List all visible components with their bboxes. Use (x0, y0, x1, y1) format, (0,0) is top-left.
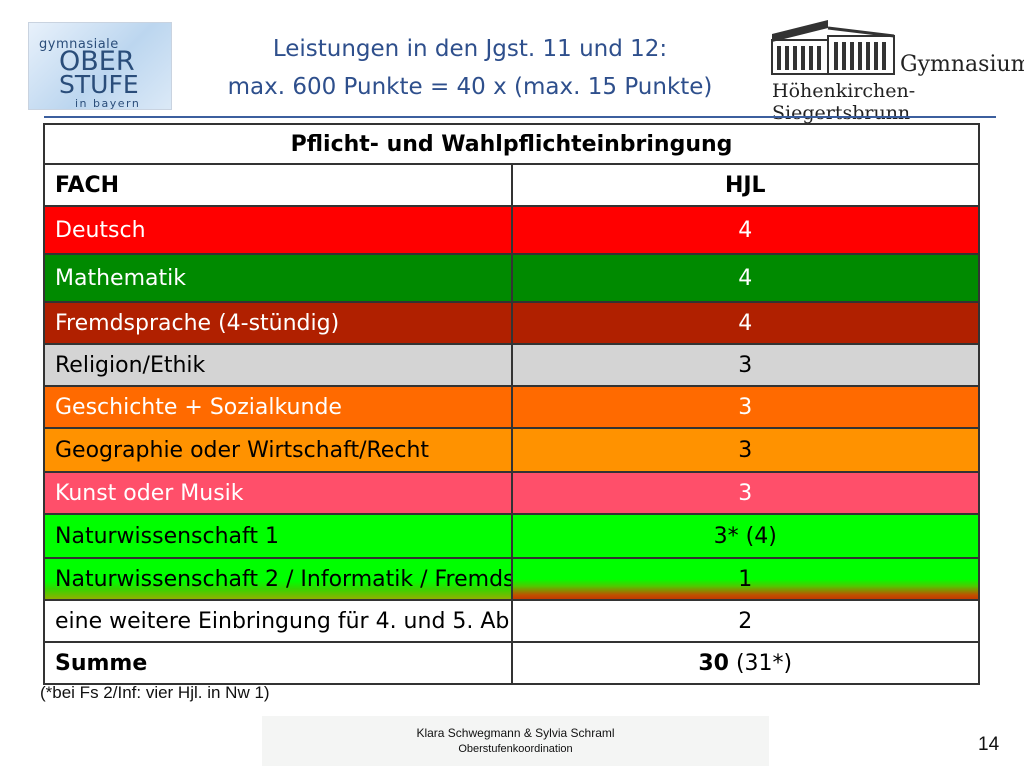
table-caption-row: Pflicht- und Wahlpflichteinbringung (43, 123, 980, 165)
hjl-cell: 3 (510, 343, 980, 387)
oberstufe-logo: gymnasiale OBER STUFE in bayern (28, 22, 172, 110)
subject-cell: Mathematik (43, 253, 513, 303)
logo-line-gymnasiale: gymnasiale (39, 37, 119, 52)
subject-cell: Naturwissenschaft 2 / Informatik / Fremd… (43, 557, 513, 601)
table-row: Geographie oder Wirtschaft/Recht 3 (43, 427, 980, 473)
subject-cell: Fremdsprache (4-stündig) (43, 301, 513, 345)
hjl-cell: 4 (510, 253, 980, 303)
table-row: Deutsch 4 (43, 205, 980, 255)
subject-cell: Kunst oder Musik (43, 471, 513, 515)
school-name-line2: Höhenkirchen-Siegertsbrunn (772, 80, 916, 124)
school-logo: Gymnasium Höhenkirchen-Siegertsbrunn (768, 18, 1024, 124)
slide-title-line1: Leistungen in den Jgst. 11 und 12: (272, 36, 668, 62)
hjl-cell: 3 (510, 471, 980, 515)
hjl-cell: 3 (510, 385, 980, 429)
school-building-icon (771, 20, 895, 75)
column-header-hjl: HJL (510, 163, 980, 207)
sum-label: Summe (43, 641, 513, 685)
sum-extra: (31*) (728, 650, 793, 676)
sum-row: Summe 30 (31*) (43, 641, 980, 685)
subject-cell: Naturwissenschaft 1 (43, 513, 513, 559)
slide-title-line2: max. 600 Punkte = 40 x (max. 15 Punkte) (227, 74, 713, 100)
table-row: Fremdsprache (4-stündig) 4 (43, 301, 980, 345)
logo-line-bayern: in bayern (75, 97, 141, 110)
table-row: Religion/Ethik 3 (43, 343, 980, 387)
hjl-cell: 3 (510, 427, 980, 473)
subjects-table: Pflicht- und Wahlpflichteinbringung FACH… (43, 123, 980, 685)
hjl-cell: 2 (510, 599, 980, 643)
table-row: eine weitere Einbringung für 4. und 5. A… (43, 599, 980, 643)
header-divider (44, 116, 996, 118)
table-row: Geschichte + Sozialkunde 3 (43, 385, 980, 429)
footer: Klara Schwegmann & Sylvia Schraml Oberst… (262, 716, 769, 766)
footer-role: Oberstufenkoordination (458, 743, 573, 755)
page-number: 14 (978, 734, 1000, 755)
subject-cell: Geographie oder Wirtschaft/Recht (43, 427, 513, 473)
table-row: Naturwissenschaft 1 3* (4) (43, 513, 980, 559)
logo-line-ober: OBER (59, 46, 135, 77)
table-header-row: FACH HJL (43, 163, 980, 207)
hjl-cell: 1 (510, 557, 980, 601)
hjl-cell: 4 (510, 301, 980, 345)
subject-cell: Religion/Ethik (43, 343, 513, 387)
sum-cell: 30 (31*) (510, 641, 980, 685)
subject-cell: eine weitere Einbringung für 4. und 5. A… (43, 599, 513, 643)
hjl-cell: 4 (510, 205, 980, 255)
logo-line-stufe: STUFE (59, 70, 139, 99)
table-caption: Pflicht- und Wahlpflichteinbringung (43, 123, 980, 165)
subject-cell: Deutsch (43, 205, 513, 255)
footer-authors: Klara Schwegmann & Sylvia Schraml (416, 726, 615, 740)
column-header-subject: FACH (43, 163, 513, 207)
subject-cell: Geschichte + Sozialkunde (43, 385, 513, 429)
table-row: Kunst oder Musik 3 (43, 471, 980, 515)
footnote: (*bei Fs 2/Inf: vier Hjl. in Nw 1) (40, 683, 270, 702)
sum-value: 30 (698, 650, 729, 676)
table-row: Naturwissenschaft 2 / Informatik / Fremd… (43, 557, 980, 601)
hjl-cell: 3* (4) (510, 513, 980, 559)
school-name-line1: Gymnasium (900, 52, 1024, 77)
table-row: Mathematik 4 (43, 253, 980, 303)
